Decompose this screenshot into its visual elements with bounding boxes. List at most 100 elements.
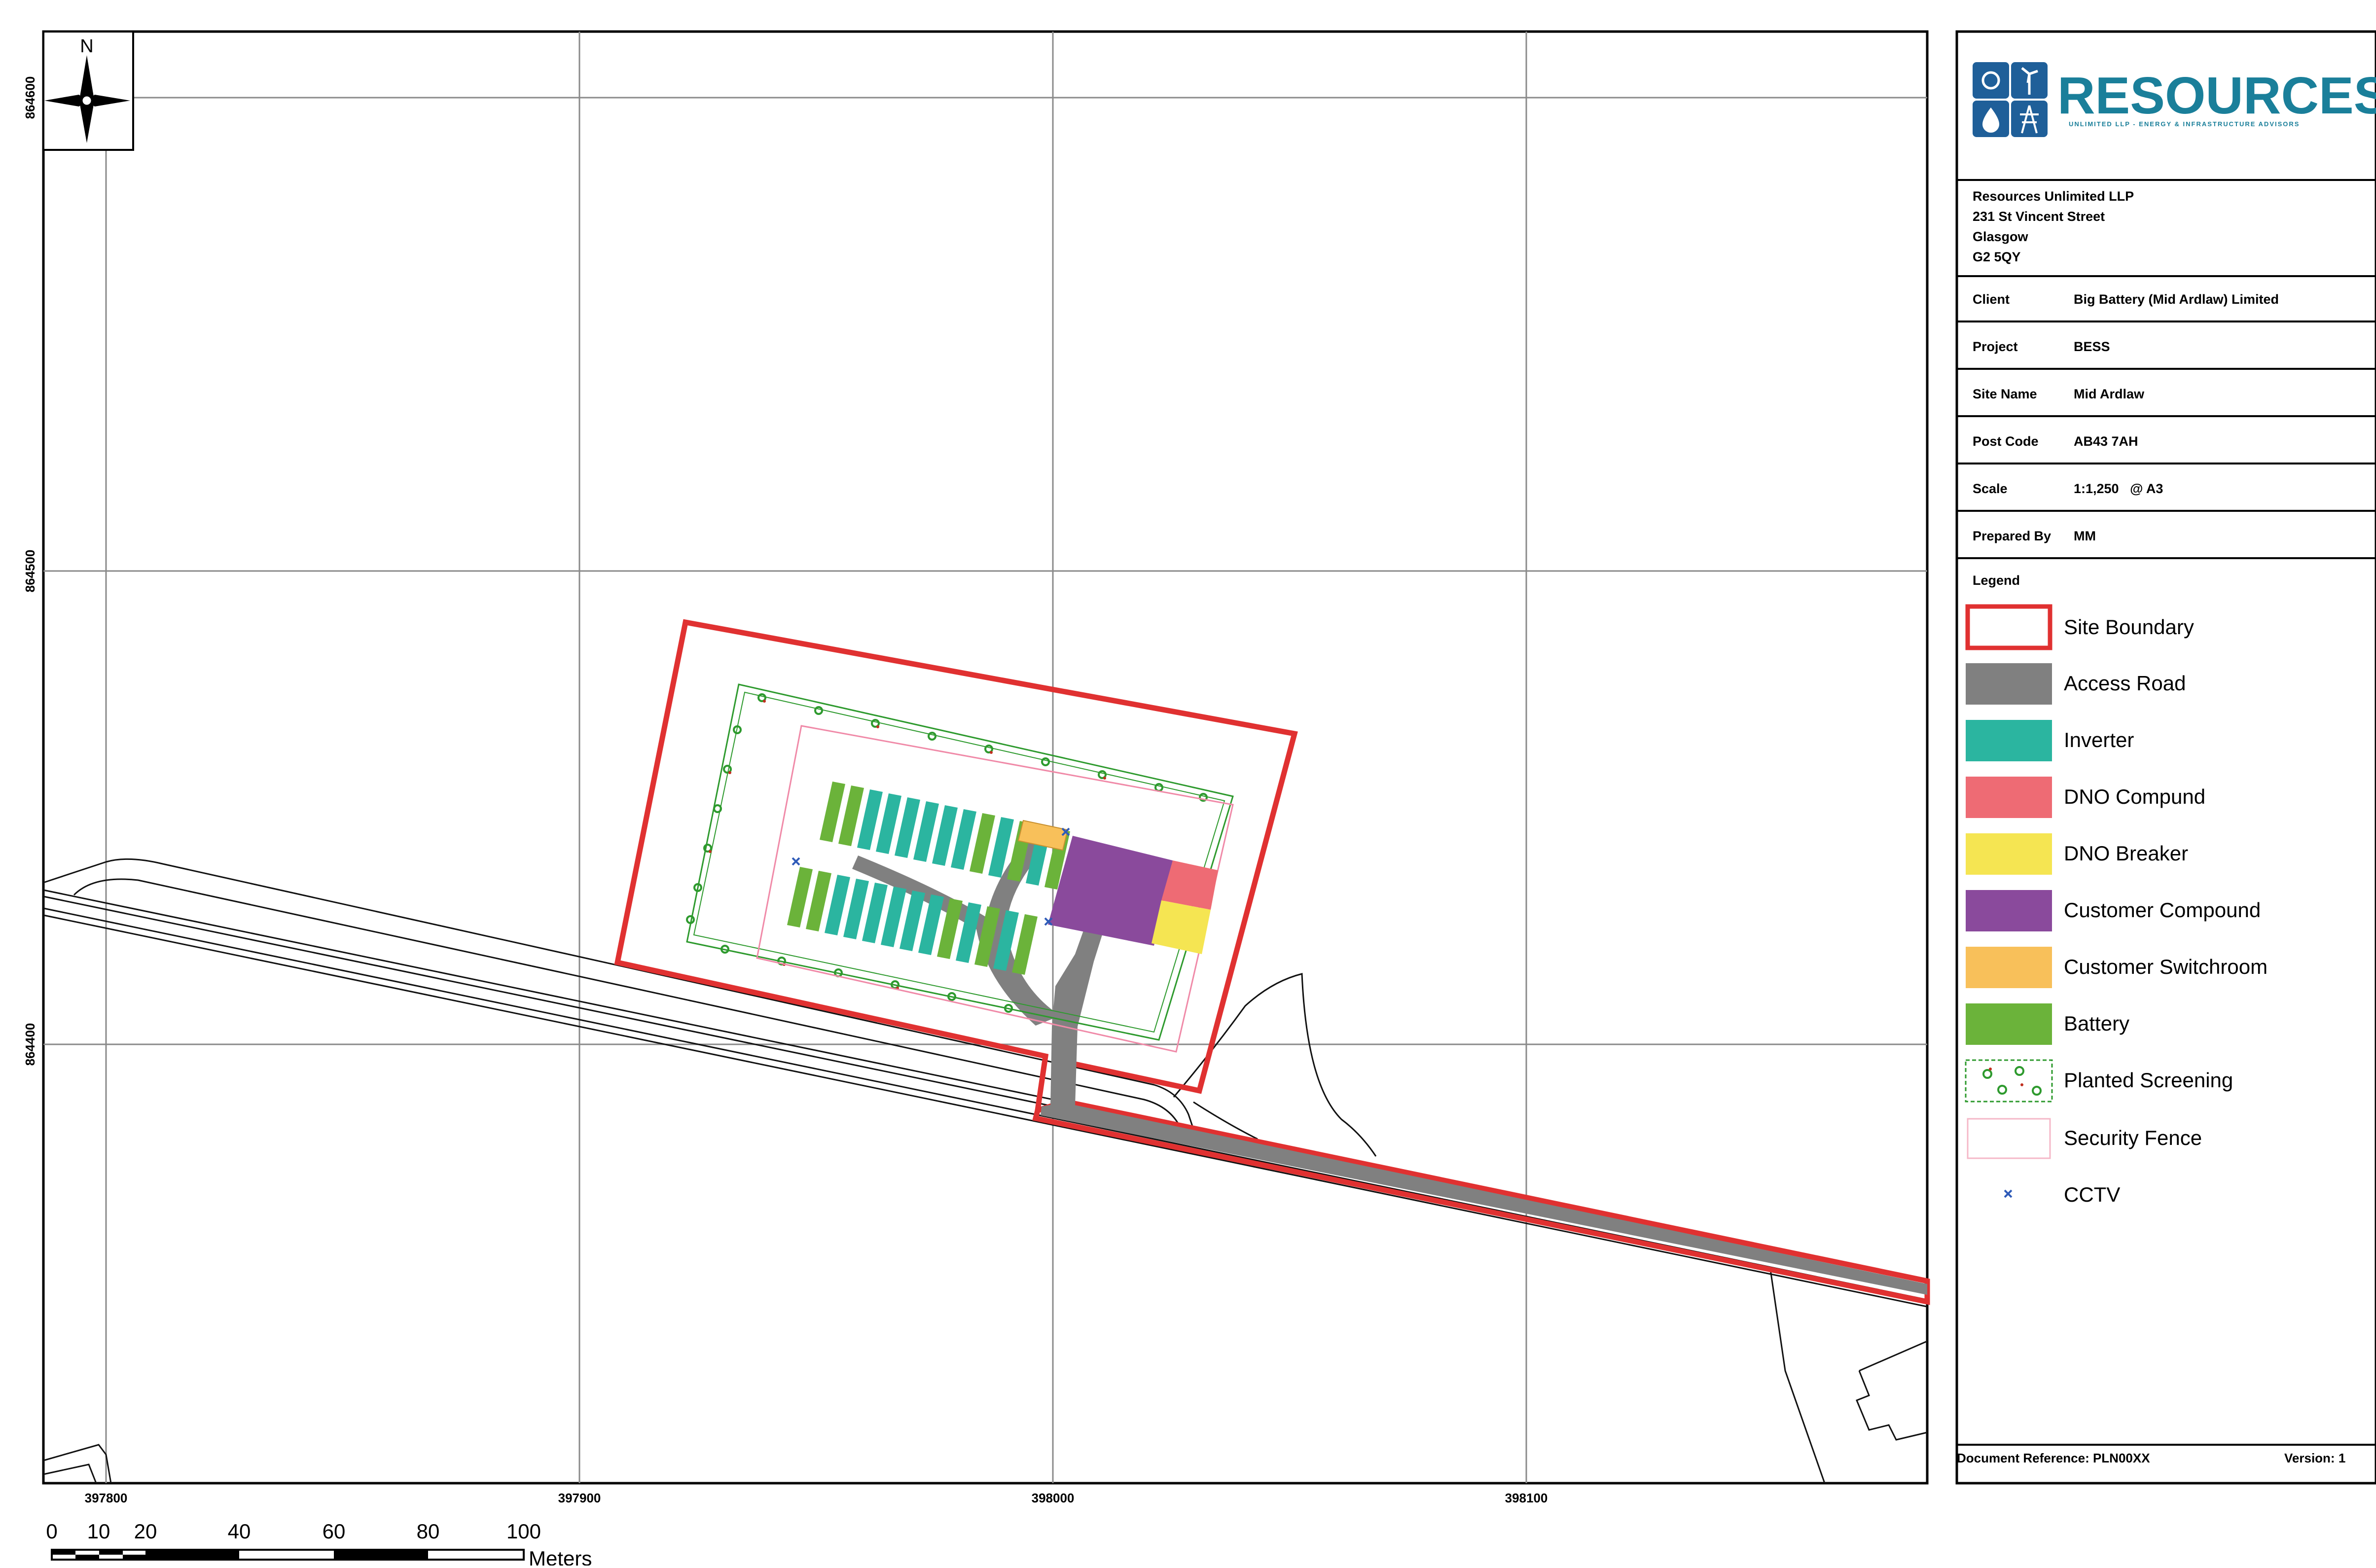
legend-swatch-battery — [1966, 1003, 2052, 1045]
inverter-unit[interactable] — [918, 894, 944, 955]
field-value-prepared-by: MM — [2074, 529, 2096, 543]
legend-label-customer-compound: Customer Compound — [2064, 898, 2261, 922]
battery-unit[interactable] — [806, 871, 831, 931]
field-value-client: Big Battery (Mid Ardlaw) Limited — [2074, 292, 2279, 307]
wind-turbine-icon — [2021, 67, 2038, 95]
document-version: Version: 1 — [2284, 1451, 2345, 1465]
legend-swatch-customer-compound — [1966, 890, 2052, 931]
scale-tick-40: 40 — [228, 1520, 251, 1543]
inverter-unit[interactable] — [862, 883, 888, 943]
customer-switchroom[interactable] — [1017, 820, 1069, 851]
inverter-unit[interactable] — [993, 910, 1019, 971]
grid-label-x-398100: 398100 — [1505, 1491, 1548, 1505]
legend-label-dno-compound: DNO Compund — [2064, 785, 2205, 808]
company-logo: RESOURCES UNLIMITED LLP - ENERGY & INFRA… — [1973, 62, 2376, 137]
grid-labels: 397800 397900 398000 398100 864600 86450… — [23, 76, 1548, 1505]
access-road[interactable] — [852, 838, 1927, 1295]
security-fence[interactable] — [756, 725, 1234, 1053]
grid-label-y-864500: 864500 — [23, 550, 37, 593]
field-label-site-name: Site Name — [1973, 387, 2037, 401]
cctv-icon — [1044, 917, 1053, 926]
address-line-4: G2 5QY — [1973, 249, 2021, 264]
inverter-unit[interactable] — [913, 801, 939, 862]
inverter-unit[interactable] — [876, 793, 901, 854]
company-address: Resources Unlimited LLP 231 St Vincent S… — [1973, 189, 2134, 264]
battery-unit[interactable] — [970, 813, 995, 874]
battery-unit[interactable] — [838, 785, 864, 846]
scale-tick-20: 20 — [134, 1520, 157, 1543]
field-label-scale: Scale — [1973, 481, 2008, 496]
scale-tick-100: 100 — [506, 1520, 541, 1543]
scale-unit: Meters — [529, 1547, 592, 1566]
inverter-unit[interactable] — [951, 809, 976, 870]
grid-label-y-864400: 864400 — [23, 1023, 37, 1066]
field-value-site-name: Mid Ardlaw — [2074, 387, 2145, 401]
sun-icon — [1981, 71, 2000, 90]
inverter-unit[interactable] — [895, 797, 920, 858]
grid-label-y-864600: 864600 — [23, 76, 37, 119]
grid-label-x-397800: 397800 — [85, 1491, 128, 1505]
field-value-project: BESS — [2074, 339, 2110, 354]
battery-unit[interactable] — [820, 782, 845, 842]
logo-tagline: UNLIMITED LLP - ENERGY & INFRASTRUCTURE … — [2069, 120, 2300, 128]
legend-label-cctv: CCTV — [2064, 1183, 2120, 1206]
legend-title: Legend — [1973, 573, 2020, 588]
field-label-prepared-by: Prepared By — [1973, 529, 2051, 543]
legend-swatch-customer-switchroom — [1966, 947, 2052, 988]
address-line-1: Resources Unlimited LLP — [1973, 189, 2134, 204]
inverter-unit[interactable] — [825, 875, 850, 935]
legend-label-planted-screening: Planted Screening — [2064, 1069, 2233, 1092]
title-block: RESOURCES UNLIMITED LLP - ENERGY & INFRA… — [1955, 30, 2376, 1485]
legend-swatch-access-road — [1966, 663, 2052, 705]
logo-name: RESOURCES — [2057, 67, 2376, 125]
legend-label-inverter: Inverter — [2064, 728, 2134, 751]
address-line-3: Glasgow — [1973, 229, 2029, 244]
scale-tick-10: 10 — [87, 1520, 110, 1543]
legend: Site Boundary Access Road Inverter DNO C… — [1965, 604, 2268, 1206]
legend-swatch-dno-compound — [1966, 777, 2052, 818]
field-label-post-code: Post Code — [1973, 434, 2039, 449]
field-value-scale: 1:1,250 @ A3 — [2074, 481, 2163, 496]
legend-label-dno-breaker: DNO Breaker — [2064, 842, 2188, 865]
inverter-unit[interactable] — [900, 891, 925, 951]
legend-swatch-dno-breaker — [1966, 833, 2052, 875]
battery-unit[interactable] — [787, 867, 813, 927]
inverter-unit[interactable] — [956, 902, 981, 963]
inverter-unit[interactable] — [881, 887, 906, 947]
field-label-project: Project — [1973, 339, 2018, 354]
scale-tick-80: 80 — [417, 1520, 440, 1543]
north-arrow: N — [42, 31, 134, 151]
grid-label-x-398000: 398000 — [1032, 1491, 1075, 1505]
battery-unit[interactable] — [974, 906, 1000, 967]
project-fields: Client Big Battery (Mid Ardlaw) Limited … — [1973, 292, 2279, 543]
north-arrow-label: N — [80, 36, 93, 57]
field-value-post-code: AB43 7AH — [2074, 434, 2138, 449]
customer-compound[interactable] — [1048, 836, 1173, 946]
field-label-client: Client — [1973, 292, 2010, 307]
grid-label-x-397900: 397900 — [558, 1491, 601, 1505]
legend-swatch-inverter — [1966, 720, 2052, 761]
pylon-icon — [2020, 105, 2039, 134]
cctv-markers[interactable] — [792, 827, 1070, 926]
legend-label-battery: Battery — [2064, 1012, 2129, 1035]
legend-swatch-planted-screening — [1965, 1059, 2053, 1103]
document-reference: Document Reference: PLN00XX — [1957, 1451, 2150, 1465]
legend-label-customer-switchroom: Customer Switchroom — [2064, 955, 2268, 978]
legend-label-site-boundary: Site Boundary — [2064, 615, 2194, 639]
battery-unit[interactable] — [1012, 914, 1038, 975]
address-line-2: 231 St Vincent Street — [1973, 209, 2105, 224]
water-drop-icon — [1982, 107, 1999, 133]
map-view[interactable]: 397800 397900 398000 398100 864600 86450… — [23, 30, 1930, 1505]
inverter-unit[interactable] — [932, 805, 958, 866]
battery-row-bottom[interactable] — [787, 867, 1038, 975]
inverter-unit[interactable] — [843, 879, 869, 939]
inverter-unit[interactable] — [857, 789, 883, 850]
scale-bar: 0 10 20 40 60 80 100 Meters — [46, 1520, 592, 1568]
legend-swatch-site-boundary — [1965, 604, 2052, 650]
dno-breaker[interactable] — [1152, 900, 1211, 954]
cctv-icon — [792, 857, 800, 866]
dno-compound[interactable] — [1161, 860, 1218, 910]
battery-unit[interactable] — [937, 898, 963, 959]
inverter-unit[interactable] — [988, 817, 1014, 878]
